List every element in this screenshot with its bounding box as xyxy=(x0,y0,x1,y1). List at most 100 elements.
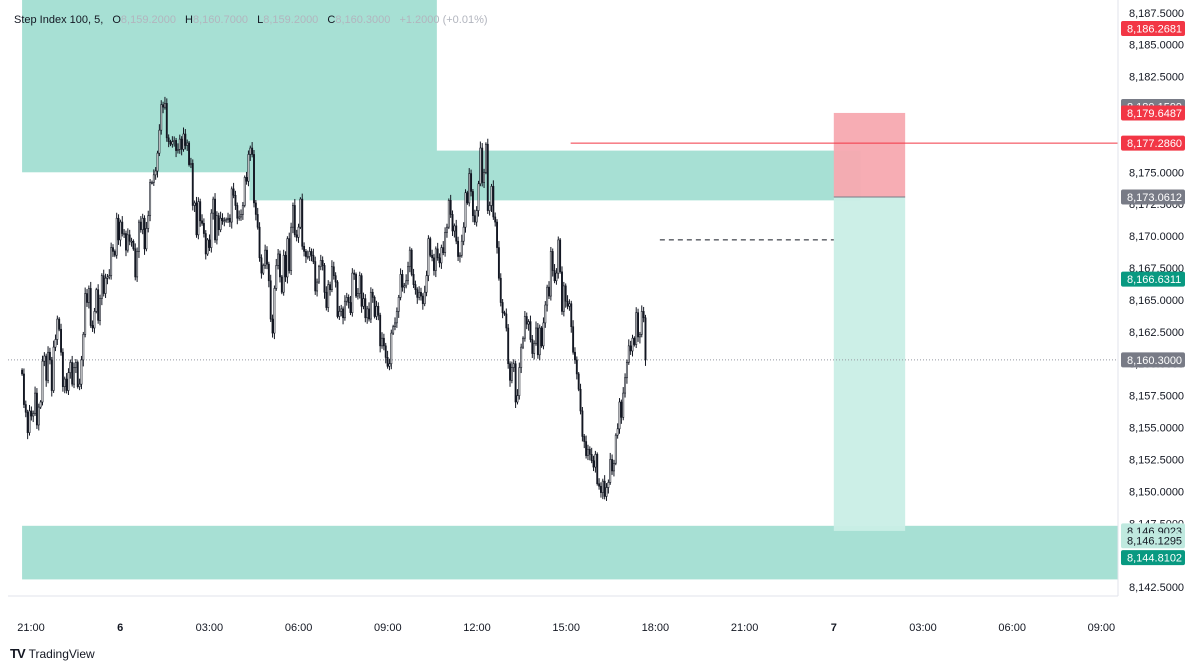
candle-body xyxy=(433,257,435,271)
candle-body xyxy=(583,436,586,442)
low-value: 8,159.2000 xyxy=(263,14,319,26)
candle-body xyxy=(60,328,62,353)
candle-body xyxy=(342,308,345,319)
candle-body xyxy=(217,215,220,231)
candle-body xyxy=(466,192,469,204)
candle-body xyxy=(590,454,593,462)
candle-body xyxy=(451,214,454,232)
candle-body xyxy=(364,298,367,319)
candle-body xyxy=(277,253,280,266)
candle-body xyxy=(390,332,393,365)
candle-body xyxy=(267,263,270,282)
candle-body xyxy=(165,103,168,139)
candle-body xyxy=(97,289,100,321)
price-tag xyxy=(1121,352,1185,368)
candle-body xyxy=(154,170,157,176)
candle-body xyxy=(575,359,578,375)
x-tick-label: 03:00 xyxy=(196,622,224,634)
price-tag xyxy=(1121,105,1185,121)
low-label: L xyxy=(257,14,264,26)
close-value: 8,160.3000 xyxy=(335,14,391,26)
candle-body xyxy=(121,221,124,234)
candle-body xyxy=(470,173,473,192)
candle-body xyxy=(458,254,461,257)
candle-body xyxy=(102,275,105,294)
candle-body xyxy=(163,103,166,108)
price-tag xyxy=(1121,20,1185,36)
tradingview-brand[interactable]: TV TradingView xyxy=(10,646,95,661)
candle-body xyxy=(568,303,571,307)
candle-body xyxy=(360,275,363,307)
candle-body xyxy=(600,485,602,493)
candle-body xyxy=(290,226,293,271)
candle-body xyxy=(256,214,259,228)
candle-body xyxy=(347,297,350,303)
candle-body xyxy=(434,248,437,271)
x-tick-label: 09:00 xyxy=(1088,622,1116,634)
candle-body xyxy=(110,247,113,276)
candle-body xyxy=(416,289,419,298)
candle-body xyxy=(284,254,287,278)
candle-body xyxy=(43,355,46,362)
candle-body xyxy=(642,311,645,319)
candle-body xyxy=(616,428,619,436)
candle-body xyxy=(414,284,417,291)
candle-body xyxy=(510,367,513,381)
candle-body xyxy=(162,104,165,108)
candle-body xyxy=(327,284,330,308)
y-tick-label: 8,150.0000 xyxy=(1129,486,1184,498)
candle-body xyxy=(536,327,539,356)
candle-body xyxy=(126,234,129,251)
candle-body xyxy=(249,147,252,155)
candle-body xyxy=(316,281,319,292)
candle-body xyxy=(566,300,569,307)
candle-body xyxy=(522,337,524,348)
y-tick-label: 8,155.0000 xyxy=(1129,423,1184,435)
candle-body xyxy=(345,297,348,302)
x-tick-label: 06:00 xyxy=(998,622,1026,634)
candle-body xyxy=(180,138,183,150)
candle-body xyxy=(156,152,159,172)
candle-body xyxy=(366,308,369,319)
candle-body xyxy=(171,141,174,145)
x-tick-label: 21:00 xyxy=(731,622,759,634)
open-value: 8,159.2000 xyxy=(120,14,176,26)
x-tick-label: 7 xyxy=(831,622,837,634)
candle-body xyxy=(425,275,428,293)
candle-body xyxy=(86,293,88,303)
candle-body xyxy=(436,248,439,259)
candle-body xyxy=(483,171,486,183)
candle-body xyxy=(629,345,632,352)
candle-body xyxy=(375,305,378,317)
x-tick-label: 15:00 xyxy=(552,622,580,634)
candle-body xyxy=(84,293,87,335)
candle-body xyxy=(160,104,163,131)
candle-body xyxy=(618,401,621,430)
candle-body xyxy=(178,138,181,150)
candle-body xyxy=(310,251,313,256)
candle-body xyxy=(499,277,502,303)
candle-body xyxy=(35,392,38,426)
candle-body xyxy=(592,460,595,468)
candle-body xyxy=(271,318,274,334)
candle-body xyxy=(210,212,213,248)
candle-body xyxy=(80,359,83,385)
candle-body xyxy=(340,308,343,312)
candle-body xyxy=(349,302,352,313)
x-tick-label: 03:00 xyxy=(909,622,937,634)
candle-body xyxy=(214,198,216,241)
symbol-name: Step Index 100, 5, xyxy=(14,14,104,26)
candle-body xyxy=(152,174,155,183)
candle-body xyxy=(240,214,242,218)
x-tick-label: 18:00 xyxy=(642,622,670,634)
candle-body xyxy=(338,311,341,317)
candle-body xyxy=(24,404,27,413)
candle-body xyxy=(243,177,246,206)
candle-body xyxy=(104,277,107,294)
candle-body xyxy=(34,392,37,414)
candle-body xyxy=(145,228,148,250)
candle-body xyxy=(431,254,434,259)
candle-body xyxy=(457,240,460,257)
candle-body xyxy=(173,140,176,142)
